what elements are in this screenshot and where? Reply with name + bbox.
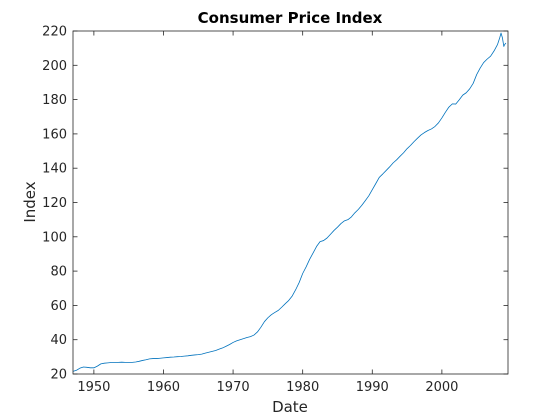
x-tick-label: 1950 (77, 380, 110, 395)
y-tick-label: 160 (42, 127, 67, 142)
chart-title: Consumer Price Index (198, 9, 383, 27)
y-tick-label: 120 (42, 196, 67, 211)
x-tick-label: 1990 (356, 380, 389, 395)
y-tick-label: 20 (50, 368, 67, 383)
y-tick-label: 60 (50, 299, 67, 314)
y-tick-label: 180 (42, 93, 67, 108)
x-tick-label: 1980 (286, 380, 319, 395)
x-tick-label: 1960 (147, 380, 180, 395)
y-tick-label: 100 (42, 230, 67, 245)
tick-layer: 1950 1960 1970 1980 1990 2000 20 40 60 80 100 120 14… (42, 25, 508, 395)
cpi-series-line (72, 32, 507, 372)
y-tick-label: 140 (42, 162, 67, 177)
y-tick-label: 220 (42, 25, 67, 40)
x-tick-label: 1970 (217, 380, 250, 395)
x-axis-label: Date (272, 398, 308, 416)
plot-area (73, 31, 508, 374)
y-axis-label: Index (21, 181, 39, 222)
x-tick-label: 2000 (425, 380, 458, 395)
y-tick-label: 200 (42, 59, 67, 74)
y-tick-label: 40 (50, 333, 67, 348)
plot-box (72, 30, 509, 375)
y-tick-label: 80 (50, 265, 67, 280)
